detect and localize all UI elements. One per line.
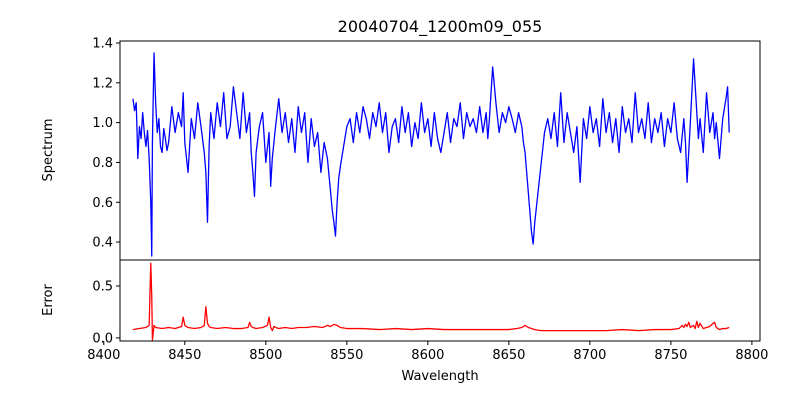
x-tick-label: 8550 [330,348,363,363]
spectrum-y-tick-label: 0.6 [92,196,113,211]
x-tick-label: 8800 [735,348,768,363]
spectrum-y-tick-label: 1.2 [92,76,113,91]
chart-title: 20040704_1200m09_055 [338,17,543,37]
x-tick-label: 8450 [168,348,201,363]
x-axis-label: Wavelength [401,369,478,384]
error-panel: 0.0 0.5 Error 8400 8450 8500 8550 8600 8650 8700 8… [41,259,768,363]
error-y-tick-label: 0.0 [92,331,113,346]
x-tick-label: 8600 [411,348,444,363]
error-y-axis-label: Error [41,284,56,316]
spectrum-y-tick-label: 1.0 [92,116,113,131]
spectrum-y-axis-label: Spectrum [41,119,56,182]
spectrum-panel: 0.4 0.6 0.8 1.0 1.2 1.4 Spectrum [41,36,761,261]
error-axes-frame [119,259,761,342]
error-y-tick-label: 0.5 [92,279,113,294]
spectrum-y-tick-label: 1.4 [92,36,113,51]
spectrum-y-tick-label: 0.4 [92,236,113,251]
x-tick-label: 8750 [654,348,687,363]
x-tick-label: 8650 [492,348,525,363]
spectrum-series-line-0 [132,52,730,257]
x-tick-label: 8500 [249,348,282,363]
x-tick-label: 8700 [573,348,606,363]
error-series-line-0 [132,262,730,341]
spectrum-y-tick-label: 0.8 [92,156,113,171]
x-tick-label: 8400 [87,348,120,363]
